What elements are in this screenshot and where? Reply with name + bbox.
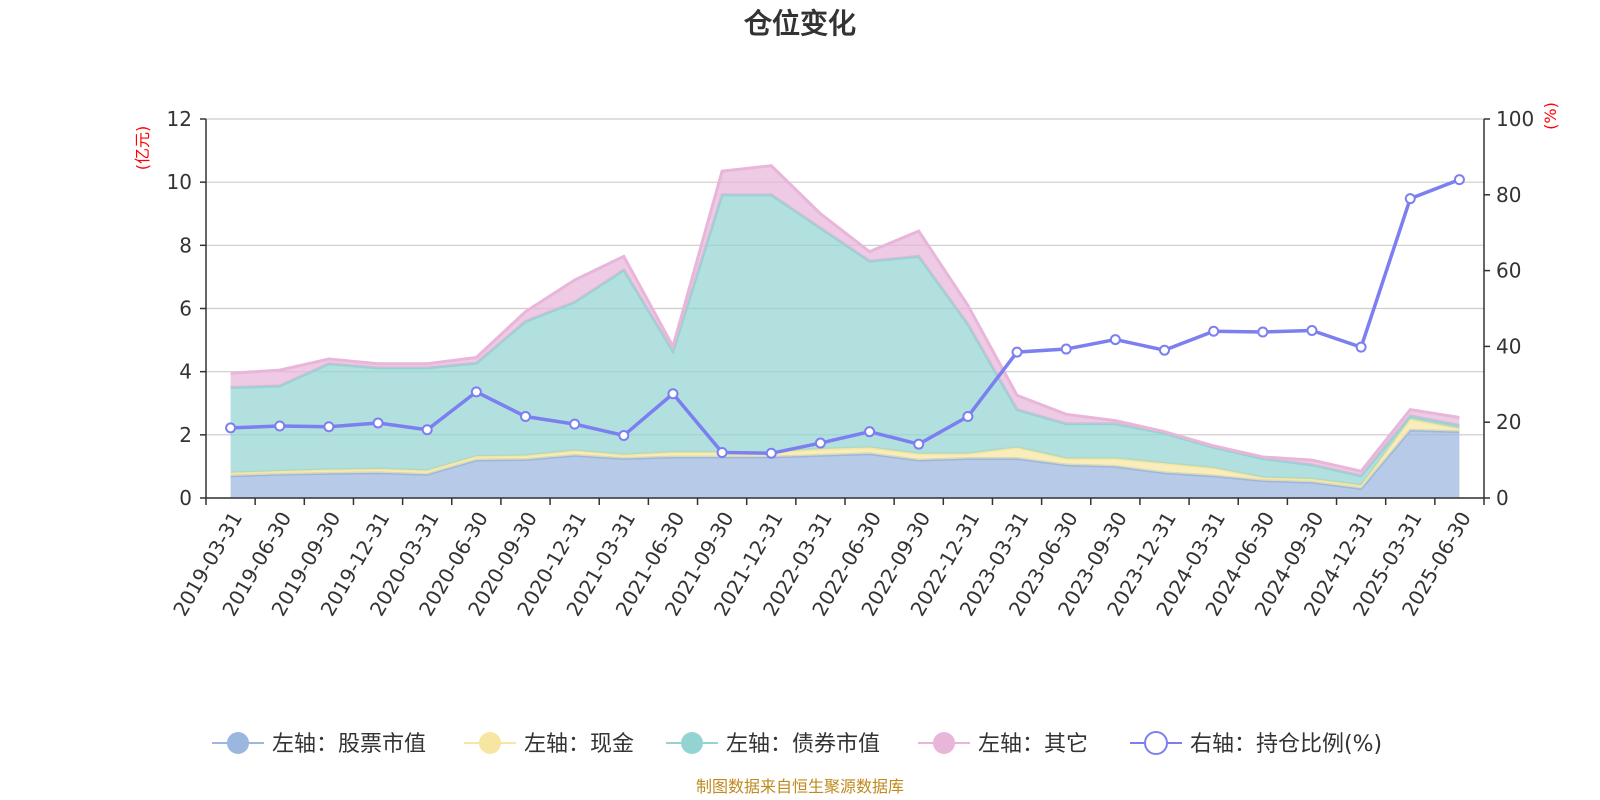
ratio-point (274, 420, 286, 432)
left-tick-label: 0 (179, 486, 192, 510)
area-series-edge-4 (230, 164, 1460, 473)
right-tick-label: 40 (1496, 334, 1521, 358)
legend-marker-1 (227, 732, 249, 754)
ratio-point (814, 437, 826, 449)
ratio-line (230, 178, 1461, 456)
ratio-point (667, 388, 679, 400)
ratio-point (1355, 341, 1367, 353)
area-series-3 (230, 194, 1460, 486)
right-tick-label: 20 (1496, 410, 1521, 434)
ratio-point (1453, 174, 1465, 186)
data-source-note: 制图数据来自恒生聚源数据库 (696, 777, 904, 796)
legend-label-4: 左轴：其它 (978, 732, 1088, 757)
ratio-point (421, 424, 433, 436)
ratio-point (962, 411, 974, 423)
legend: 左轴：股票市值 左轴：现金 左轴：债券市值 左轴：其它 右轴：持仓比例(%) (212, 731, 1382, 757)
legend-marker-3 (681, 732, 703, 754)
right-axis-unit: (%) (1541, 102, 1560, 130)
left-tick-label: 8 (179, 233, 192, 257)
legend-marker-4 (933, 732, 955, 754)
ratio-point (225, 422, 237, 434)
ratio-point (765, 447, 777, 459)
ratio-point (1306, 324, 1318, 336)
ratio-point (864, 426, 876, 438)
ratio-point (520, 411, 531, 423)
ratio-line-series (225, 174, 1465, 459)
chart-title: 仓位变化 (744, 7, 856, 40)
ratio-point (716, 447, 728, 459)
ratio-point (569, 418, 581, 430)
ratio-point (323, 421, 335, 433)
ratio-point (1060, 343, 1072, 355)
left-tick-label: 12 (167, 107, 192, 131)
left-tick-label: 4 (179, 360, 192, 384)
ratio-point (1159, 344, 1170, 356)
ratio-point (470, 386, 482, 398)
ratio-point (1257, 326, 1269, 338)
right-tick-label: 100 (1496, 107, 1534, 131)
legend-label-2: 左轴：现金 (524, 732, 634, 757)
legend-label-1: 左轴：股票市值 (272, 732, 426, 757)
right-tick-label: 60 (1496, 259, 1521, 283)
legend-label-3: 左轴：债券市值 (726, 732, 880, 757)
ratio-point (1404, 193, 1416, 205)
ratio-point (1011, 346, 1023, 358)
left-tick-label: 2 (179, 423, 192, 447)
ratio-point (1109, 334, 1121, 346)
ratio-point (1208, 325, 1220, 337)
left-axis-unit: (亿元) (133, 126, 152, 171)
left-tick-label: 10 (167, 170, 192, 194)
left-tick-label: 6 (179, 297, 192, 321)
right-tick-label: 0 (1496, 486, 1509, 510)
area-series-1 (230, 430, 1460, 498)
ratio-point (372, 417, 384, 429)
right-tick-label: 80 (1496, 183, 1521, 207)
legend-marker-2 (479, 732, 501, 754)
ratio-point (618, 429, 630, 441)
ratio-point (913, 438, 925, 450)
legend-label-5: 右轴：持仓比例(%) (1190, 732, 1382, 757)
area-series-2 (230, 419, 1460, 489)
stacked-areas (230, 164, 1460, 498)
legend-marker-5 (1144, 731, 1168, 755)
